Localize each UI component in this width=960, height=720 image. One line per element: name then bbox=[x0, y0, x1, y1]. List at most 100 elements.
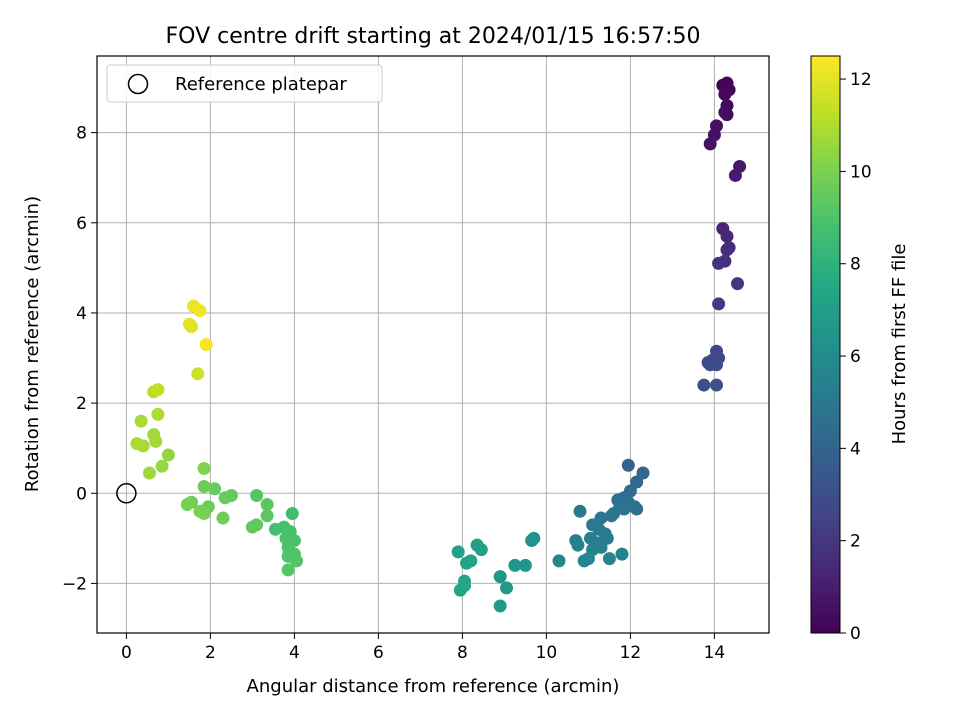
data-point bbox=[161, 448, 175, 462]
y-tick-label: −2 bbox=[62, 574, 87, 594]
data-point bbox=[260, 509, 274, 523]
colorbar: 0 2 4 6 8 10 12 Hours from first FF file bbox=[810, 55, 910, 644]
axis-ticks: 0 2 4 6 8 10 12 14 −2 0 2 4 6 8 bbox=[62, 124, 725, 663]
data-point bbox=[605, 509, 618, 523]
data-point bbox=[600, 531, 614, 545]
data-point bbox=[197, 507, 211, 521]
data-point bbox=[630, 502, 644, 516]
x-tick-label: 4 bbox=[289, 643, 300, 663]
data-point bbox=[151, 383, 165, 397]
x-tick-label: 0 bbox=[121, 643, 132, 663]
x-tick-label: 6 bbox=[373, 643, 384, 663]
colorbar-gradient bbox=[810, 55, 841, 634]
data-point bbox=[250, 489, 264, 503]
x-axis-label: Angular distance from reference (arcmin) bbox=[247, 676, 620, 697]
data-point bbox=[197, 461, 211, 475]
data-point bbox=[260, 498, 274, 512]
data-point bbox=[130, 437, 144, 451]
data-point bbox=[245, 520, 259, 534]
colorbar-tick-label: 12 bbox=[850, 70, 872, 90]
data-point bbox=[155, 459, 169, 473]
data-point bbox=[728, 168, 742, 182]
x-tick-label: 2 bbox=[205, 643, 216, 663]
data-point bbox=[218, 491, 232, 505]
plot-frame bbox=[96, 55, 770, 634]
colorbar-tick-label: 8 bbox=[850, 255, 861, 275]
data-point bbox=[151, 407, 165, 421]
colorbar-tick-label: 10 bbox=[850, 162, 872, 182]
reference-platepar-marker bbox=[116, 483, 137, 504]
data-point bbox=[636, 466, 650, 480]
legend: Reference platepar bbox=[106, 64, 383, 103]
colorbar-tick-label: 4 bbox=[850, 439, 861, 459]
data-point bbox=[630, 475, 644, 489]
data-point bbox=[720, 243, 734, 257]
y-tick-label: 6 bbox=[76, 214, 87, 234]
colorbar-tick-label: 2 bbox=[850, 532, 861, 552]
data-point bbox=[712, 297, 726, 311]
data-point bbox=[493, 599, 507, 613]
data-point bbox=[453, 583, 467, 597]
data-point bbox=[290, 554, 303, 568]
colorbar-tick-label: 6 bbox=[850, 347, 861, 367]
data-point bbox=[197, 479, 211, 493]
data-point bbox=[718, 87, 732, 101]
colorbar-tick-label: 0 bbox=[850, 624, 861, 644]
colorbar-label: Hours from first FF file bbox=[889, 244, 910, 445]
x-tick-label: 8 bbox=[457, 643, 468, 663]
data-point bbox=[508, 558, 522, 572]
data-point bbox=[285, 507, 299, 521]
data-point bbox=[269, 522, 282, 536]
data-point bbox=[281, 563, 295, 577]
data-point bbox=[731, 277, 744, 291]
y-axis-label: Rotation from reference (arcmin) bbox=[22, 196, 43, 492]
data-point bbox=[602, 552, 616, 566]
data-point bbox=[525, 534, 539, 548]
data-point bbox=[216, 511, 230, 525]
data-point bbox=[581, 552, 595, 566]
data-point bbox=[199, 338, 213, 351]
y-tick-label: 0 bbox=[76, 484, 87, 504]
legend-label: Reference platepar bbox=[175, 74, 347, 95]
colorbar-ticks: 0 2 4 6 8 10 12 bbox=[840, 70, 872, 644]
data-point bbox=[703, 137, 717, 151]
data-points bbox=[116, 76, 747, 613]
data-point bbox=[493, 570, 507, 584]
data-point bbox=[143, 466, 156, 480]
data-point bbox=[615, 547, 629, 561]
data-point bbox=[710, 378, 723, 392]
data-point bbox=[617, 502, 631, 516]
data-point bbox=[697, 378, 711, 392]
y-tick-label: 2 bbox=[76, 394, 87, 414]
data-point bbox=[518, 558, 532, 572]
data-point bbox=[147, 428, 161, 442]
data-point bbox=[573, 504, 587, 518]
y-tick-label: 8 bbox=[76, 124, 87, 144]
data-point bbox=[451, 545, 465, 559]
data-point bbox=[552, 554, 566, 568]
data-point bbox=[720, 229, 734, 243]
gridlines bbox=[97, 56, 769, 633]
data-point bbox=[134, 414, 148, 428]
x-tick-label: 10 bbox=[536, 643, 558, 663]
x-tick-label: 12 bbox=[620, 643, 642, 663]
data-point bbox=[712, 256, 726, 270]
data-point bbox=[191, 367, 205, 381]
data-point bbox=[193, 304, 207, 318]
data-point bbox=[474, 543, 488, 557]
data-point bbox=[185, 319, 198, 333]
data-point bbox=[720, 108, 734, 122]
legend-box bbox=[106, 64, 383, 103]
data-point bbox=[500, 581, 513, 595]
data-point bbox=[180, 498, 194, 512]
x-tick-label: 14 bbox=[704, 643, 726, 663]
data-point bbox=[460, 556, 474, 570]
data-point bbox=[703, 358, 717, 372]
data-point bbox=[571, 538, 585, 552]
data-point bbox=[208, 482, 222, 496]
chart-title: FOV centre drift starting at 2024/01/15 … bbox=[166, 24, 701, 49]
y-tick-label: 4 bbox=[76, 304, 87, 324]
data-point bbox=[621, 458, 635, 472]
legend-marker-open-circle-icon bbox=[127, 73, 149, 95]
